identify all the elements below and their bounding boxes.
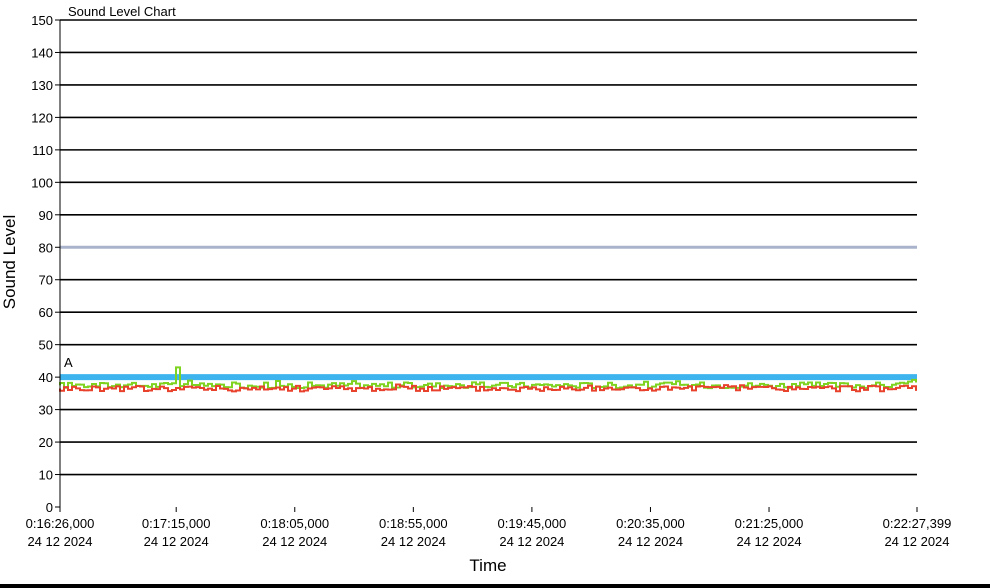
y-tick-label-40: 40 — [39, 370, 53, 385]
x-tick-date-5: 24 12 2024 — [618, 534, 683, 549]
x-tick-date-7: 24 12 2024 — [884, 534, 949, 549]
x-tick-date-3: 24 12 2024 — [381, 534, 446, 549]
x-tick-time-3: 0:18:55,000 — [379, 516, 448, 531]
y-tick-label-110: 110 — [32, 143, 53, 158]
x-tick-time-7: 0:22:27,399 — [883, 516, 952, 531]
y-tick-label-90: 90 — [39, 208, 53, 223]
series-lines — [59, 366, 917, 393]
x-tick-date-4: 24 12 2024 — [499, 534, 564, 549]
chart-title: Sound Level Chart — [68, 4, 176, 19]
reference-label-40: A — [64, 355, 73, 370]
x-tick-time-6: 0:21:25,000 — [735, 516, 804, 531]
y-tick-label-70: 70 — [39, 273, 53, 288]
y-tick-label-130: 130 — [31, 78, 53, 93]
y-tick-label-120: 120 — [31, 110, 53, 125]
x-tick-time-0: 0:16:26,000 — [26, 516, 95, 531]
x-axis-label: Time — [469, 556, 506, 575]
y-tick-label-50: 50 — [39, 338, 53, 353]
x-tick-time-1: 0:17:15,000 — [142, 516, 211, 531]
y-tick-label-150: 150 — [31, 13, 53, 28]
y-tick-label-80: 80 — [39, 240, 53, 255]
window-bottom-border — [0, 584, 990, 588]
x-tick-date-2: 24 12 2024 — [262, 534, 327, 549]
gridlines — [60, 19, 917, 476]
y-ticks: 0 10 20 30 40 50 60 70 80 90 100 110 120 130 140 150 — [31, 13, 60, 515]
x-tick-date-6: 24 12 2024 — [736, 534, 801, 549]
y-axis-label: Sound Level — [0, 215, 19, 310]
y-tick-label-10: 10 — [39, 468, 53, 483]
x-tick-date-0: 24 12 2024 — [27, 534, 92, 549]
x-tick-date-1: 24 12 2024 — [144, 534, 209, 549]
y-tick-label-60: 60 — [39, 305, 53, 320]
y-tick-label-140: 140 — [31, 45, 53, 60]
reference-lines: A — [60, 245, 917, 381]
x-tick-time-4: 0:19:45,000 — [498, 516, 567, 531]
y-tick-label-100: 100 — [31, 175, 53, 190]
series-line-1 — [59, 383, 917, 393]
x-ticks: 0:16:26,000 24 12 2024 0:17:15,000 24 12 20… — [26, 507, 952, 549]
y-tick-label-20: 20 — [39, 435, 53, 450]
x-tick-time-2: 0:18:05,000 — [260, 516, 329, 531]
y-tick-label-30: 30 — [39, 403, 53, 418]
y-tick-label-0: 0 — [46, 500, 53, 515]
x-tick-time-5: 0:20:35,000 — [616, 516, 685, 531]
